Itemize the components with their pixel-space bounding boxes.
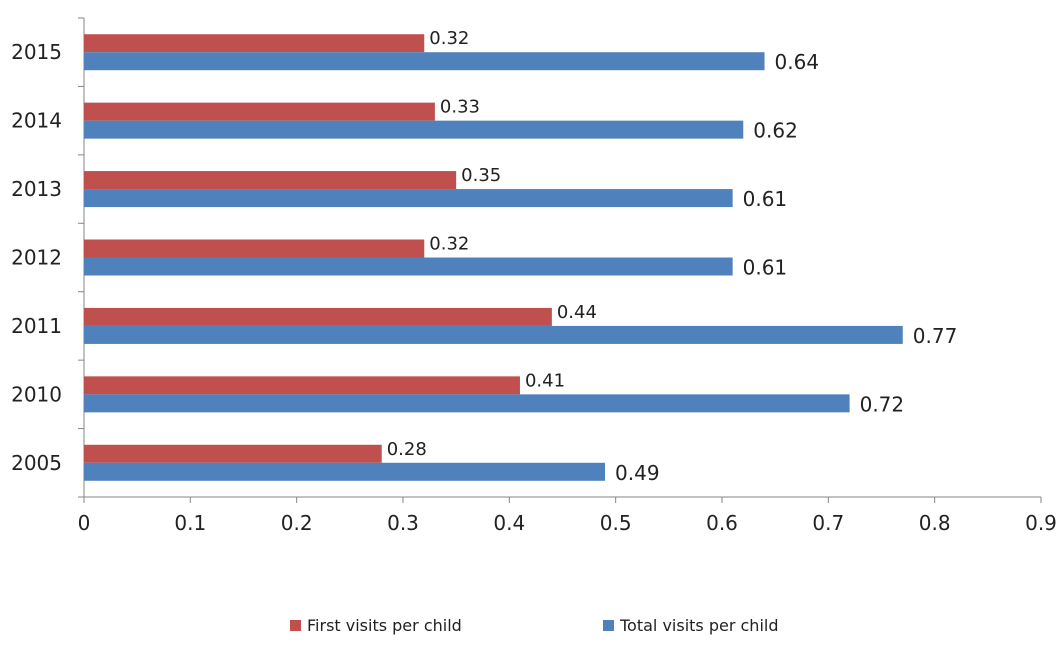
data-label: 0.61 [743,187,788,211]
data-label: 0.32 [429,234,469,255]
data-labels: 0.32 0.64 0.33 0.62 0.35 0.61 0.32 0.61 0.44 0.77… [387,28,958,485]
bar-total-visits [84,394,850,413]
data-label: 0.44 [557,302,597,323]
x-tick-label: 0.3 [387,511,419,535]
data-label: 0.32 [429,28,469,49]
bar-total-visits [84,325,903,344]
bar-first-visits [84,444,382,463]
x-tick-label: 0.7 [812,511,844,535]
x-tick-label: 0 [78,511,91,535]
data-label: 0.61 [743,256,788,280]
bar-first-visits [84,307,552,326]
y-tick-label: 2013 [11,177,62,201]
x-tick-label: 0.1 [174,511,206,535]
axes: 0 0.1 0.2 0.3 0.4 0.5 0.6 0.7 0.8 0.9 2015 2014 2013… [11,17,1057,535]
x-tick-label: 0.5 [600,511,632,535]
y-tick-label: 2011 [11,314,62,338]
legend-label: First visits per child [307,616,462,635]
bar-total-visits [84,189,733,208]
bar-first-visits [84,102,435,121]
legend-swatch [290,620,301,631]
bar-total-visits [84,257,733,276]
bar-total-visits [84,462,606,481]
y-tick-label: 2010 [11,382,62,406]
data-label: 0.41 [525,370,565,391]
x-tick-label: 0.2 [281,511,313,535]
data-label: 0.72 [860,392,905,416]
data-label: 0.33 [440,97,480,118]
y-tick-label: 2012 [11,246,62,270]
legend-label: Total visits per child [619,616,779,635]
data-label: 0.64 [775,50,820,74]
data-label: 0.28 [387,439,427,460]
x-tick-label: 0.8 [919,511,951,535]
x-tick-label: 0.9 [1025,511,1057,535]
bar-first-visits [84,34,425,53]
bar-first-visits [84,239,425,258]
data-label: 0.77 [913,324,958,348]
data-label: 0.35 [461,165,501,186]
bar-total-visits [84,120,744,139]
bar-total-visits [84,52,765,71]
y-tick-label: 2014 [11,109,62,133]
x-tick-label: 0.6 [706,511,738,535]
bar-first-visits [84,376,520,395]
data-label: 0.62 [753,119,798,143]
bar-first-visits [84,171,457,190]
y-tick-label: 2015 [11,40,62,64]
x-tick-label: 0.4 [493,511,525,535]
legend-swatch [603,620,614,631]
bars [84,34,903,481]
data-label: 0.49 [615,461,660,485]
legend: First visits per child Total visits per c… [290,616,779,635]
y-tick-label: 2005 [11,451,62,475]
